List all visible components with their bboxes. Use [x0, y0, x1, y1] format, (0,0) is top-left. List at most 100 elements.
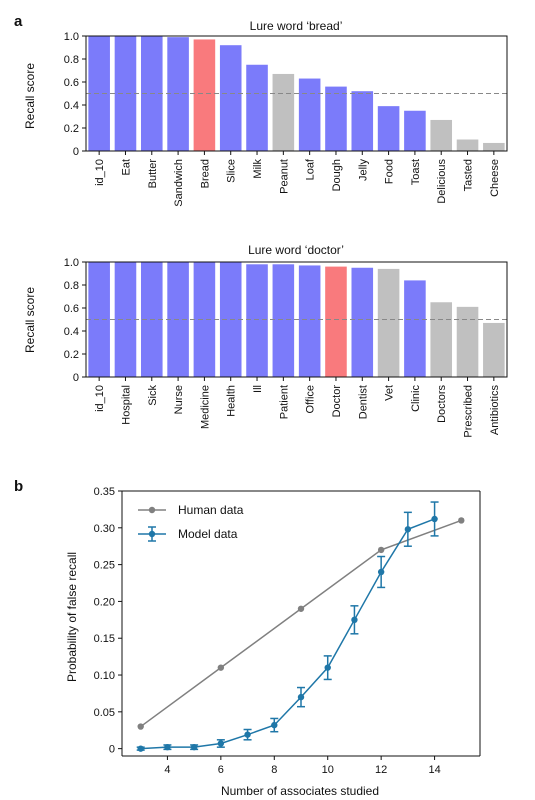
x-tick-label: Doctor: [331, 385, 343, 418]
bar-jelly: [351, 91, 374, 151]
chart-title-doctor: Lure word ‘doctor’: [248, 243, 344, 257]
bar-loaf: [298, 78, 321, 151]
x-tick-label: Toast: [410, 159, 422, 185]
panel-label-a: a: [14, 13, 23, 30]
x-tick-label: Vet: [384, 385, 396, 401]
model-data-point: [431, 515, 438, 523]
y-tick-label: 0.35: [94, 486, 115, 498]
bar-bread: [193, 39, 216, 152]
x-tick-label: 6: [218, 764, 224, 776]
bar-chart-doctor: Lure word ‘doctor’ Recall score 0 0.2 0.4 0…: [23, 243, 508, 438]
model-data-point: [190, 743, 198, 751]
bar-vet: [377, 268, 400, 377]
model-data-point: [351, 616, 358, 624]
y-tick-label: 0: [73, 372, 79, 384]
human-data-point: [297, 605, 305, 612]
model-data-point: [271, 721, 278, 729]
model-data-point: [164, 743, 171, 751]
y-tick-label: 0.6: [64, 303, 79, 315]
x-tick-label: Peanut: [278, 159, 290, 194]
x-axis-label-associates: Number of associates studied: [221, 784, 379, 798]
legend-human-marker: [148, 506, 156, 514]
bar-toast: [404, 110, 426, 151]
bar-food: [377, 106, 400, 151]
chart-title-bread: Lure word ‘bread’: [250, 19, 343, 33]
y-tick-label: 1.0: [64, 257, 79, 269]
bar-ill: [246, 264, 268, 377]
y-tick-label: 0.30: [94, 523, 115, 535]
x-tick-label: 10: [322, 764, 334, 776]
model-data-point: [324, 664, 331, 671]
model-data-point: [377, 568, 385, 576]
bar-office: [298, 265, 321, 377]
x-tick-label: Delicious: [436, 159, 448, 204]
model-data-line: [140, 518, 435, 750]
x-tick-label: Prescribed: [463, 385, 475, 438]
bar-hospital: [114, 262, 137, 377]
plot-frame: [85, 261, 508, 378]
legend-model-marker: [148, 530, 156, 538]
bar-eat: [114, 36, 137, 151]
y-tick-label: 0.05: [94, 707, 115, 719]
x-tick-label: Patient: [278, 385, 290, 419]
y-tick-label: 0.8: [64, 280, 79, 292]
y-tick-label: 0.4: [64, 326, 79, 338]
x-tick-label: Medicine: [199, 385, 211, 429]
y-tick-label: 0: [73, 146, 79, 158]
bar-chart-bread: Lure word ‘bread’ Recall score 0 0.2 0.4 0.…: [23, 19, 508, 207]
bar-medicine: [193, 262, 216, 377]
bar-sandwich: [167, 37, 189, 151]
x-tick-label: Antibiotics: [489, 385, 501, 436]
bar-cheese: [483, 142, 505, 151]
y-tick-label: 0.4: [64, 100, 79, 112]
bar-tasted: [456, 139, 479, 151]
bar-slice: [219, 45, 242, 152]
x-tick-label: Slice: [226, 159, 238, 183]
model-data-point: [297, 693, 305, 701]
human-data-point: [377, 546, 385, 554]
x-tick-label: Health: [226, 385, 238, 417]
y-tick-label: 0.8: [64, 54, 79, 66]
y-tick-label: 1.0: [64, 31, 79, 43]
y-tick-label: 0.25: [94, 560, 115, 572]
x-tick-label: Office: [305, 385, 317, 414]
human-data-point: [137, 723, 144, 730]
x-tick-label: Loaf: [305, 158, 317, 180]
x-tick-label: Tasted: [463, 159, 475, 191]
bar-doctors: [430, 302, 453, 377]
bar-dough: [325, 86, 347, 151]
bar-id_10: [88, 36, 110, 151]
x-tick-label: Bread: [199, 159, 211, 188]
x-tick-label: Cheese: [489, 159, 501, 197]
human-data-point: [458, 517, 465, 524]
model-data-point: [137, 745, 144, 752]
bar-patient: [272, 264, 295, 377]
y-tick-label: 0.2: [64, 123, 79, 135]
x-tick-label: Hospital: [120, 385, 132, 425]
y-axis-label-bread: Recall score: [23, 63, 37, 129]
bar-dentist: [351, 267, 374, 377]
x-tick-label: Dentist: [357, 385, 369, 419]
x-tick-label: Eat: [120, 159, 132, 176]
x-tick-label: 12: [375, 764, 387, 776]
x-tick-label: Butter: [147, 159, 159, 189]
x-tick-label: Food: [384, 159, 396, 184]
panel-label-b: b: [14, 478, 23, 495]
x-tick-label: 8: [271, 764, 277, 776]
x-tick-label: Jelly: [357, 159, 369, 182]
model-data-point: [217, 740, 225, 747]
bar-id_10: [88, 262, 110, 377]
bar-delicious: [430, 119, 453, 151]
x-tick-label: id_10: [94, 159, 106, 186]
legend-model-label: Model data: [178, 527, 238, 541]
x-tick-label: Doctors: [436, 385, 448, 423]
x-tick-label: Milk: [252, 159, 264, 179]
x-tick-label: Ill: [252, 385, 264, 393]
y-tick-label: 0.20: [94, 596, 115, 608]
x-tick-label: id_10: [94, 385, 106, 412]
y-tick-label: 0.15: [94, 633, 115, 645]
y-tick-label: 0: [109, 744, 115, 756]
x-tick-label: Sick: [147, 385, 159, 406]
x-tick-label: Sandwich: [173, 159, 185, 207]
